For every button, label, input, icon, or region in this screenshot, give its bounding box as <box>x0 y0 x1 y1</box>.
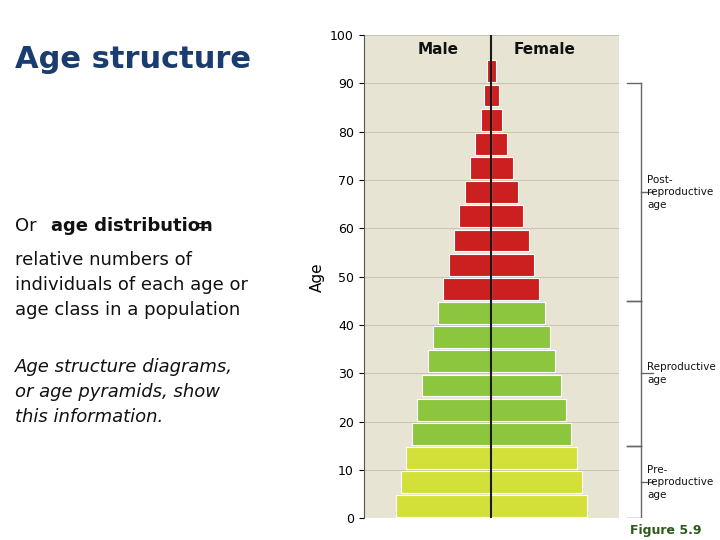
Bar <box>417 399 492 421</box>
Bar <box>465 181 492 203</box>
Text: =: = <box>189 217 210 235</box>
Bar <box>492 447 577 469</box>
Bar <box>492 109 502 131</box>
Bar <box>492 230 528 252</box>
Bar <box>428 350 492 372</box>
Bar <box>492 326 550 348</box>
Bar <box>470 157 492 179</box>
Bar <box>433 326 492 348</box>
Bar <box>492 495 588 517</box>
Text: age distribution: age distribution <box>50 217 212 235</box>
Text: Reproductive
age: Reproductive age <box>647 362 716 384</box>
Text: Pre-
reproductive
age: Pre- reproductive age <box>647 465 714 500</box>
Bar <box>492 133 508 155</box>
Bar <box>492 278 539 300</box>
Bar <box>492 205 523 227</box>
Text: Female: Female <box>513 42 575 57</box>
Bar <box>444 278 492 300</box>
Bar <box>395 495 492 517</box>
Bar <box>492 399 566 421</box>
Bar <box>492 85 499 106</box>
Bar <box>422 375 492 396</box>
Bar <box>475 133 492 155</box>
Text: Age structure: Age structure <box>15 45 251 74</box>
Bar <box>492 471 582 493</box>
Bar <box>492 254 534 275</box>
Bar <box>492 423 571 445</box>
Bar <box>481 109 492 131</box>
Bar <box>492 375 561 396</box>
Text: Post-
reproductive
age: Post- reproductive age <box>647 175 714 210</box>
Text: Figure 5.9: Figure 5.9 <box>631 524 702 537</box>
Bar <box>401 471 492 493</box>
Bar <box>492 181 518 203</box>
Bar <box>492 157 513 179</box>
Bar <box>412 423 492 445</box>
Text: Age structure diagrams,
or age pyramids, show
this information.: Age structure diagrams, or age pyramids,… <box>15 357 233 426</box>
Y-axis label: Age: Age <box>310 262 325 292</box>
Bar <box>459 205 492 227</box>
Bar <box>406 447 492 469</box>
Bar <box>492 302 544 324</box>
Bar <box>454 230 492 252</box>
Bar <box>492 60 495 82</box>
Text: Male: Male <box>418 42 459 57</box>
Bar <box>492 350 555 372</box>
Bar <box>484 85 492 106</box>
Text: relative numbers of
individuals of each age or
age class in a population: relative numbers of individuals of each … <box>15 251 248 319</box>
Bar <box>438 302 492 324</box>
Text: Or: Or <box>15 217 42 235</box>
Bar <box>487 60 492 82</box>
Bar <box>449 254 492 275</box>
